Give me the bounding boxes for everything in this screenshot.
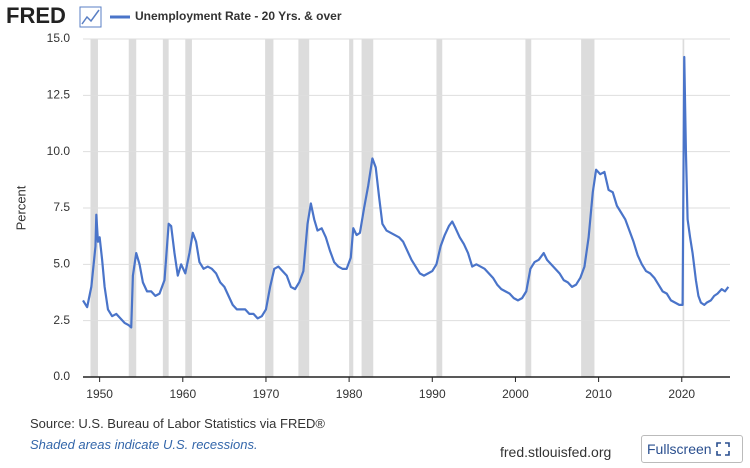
y-tick-label: 10.0 <box>47 144 71 158</box>
y-tick-label: 5.0 <box>53 257 70 271</box>
fullscreen-label: Fullscreen <box>647 441 712 457</box>
fullscreen-icon <box>715 442 730 456</box>
chart: FRED Unemployment Rate - 20 Yrs. & over … <box>6 3 730 401</box>
y-tick-label: 7.5 <box>53 200 70 214</box>
y-tick-label: 15.0 <box>47 31 71 45</box>
x-tick-label: 1960 <box>169 387 196 401</box>
y-axis-label: Percent <box>13 185 28 230</box>
x-tick-label: 2010 <box>585 387 612 401</box>
x-tick-label: 1980 <box>336 387 363 401</box>
x-tick-label: 2020 <box>668 387 695 401</box>
logo: FRED <box>6 3 66 28</box>
series-line <box>82 55 730 329</box>
site-url: fred.stlouisfed.org <box>500 444 612 460</box>
logo-icon <box>79 6 102 28</box>
fullscreen-button[interactable]: Fullscreen <box>641 435 743 463</box>
y-tick-label: 2.5 <box>53 313 70 327</box>
y-tick-label: 12.5 <box>47 88 71 102</box>
x-tick-label: 2000 <box>502 387 529 401</box>
legend-label: Unemployment Rate - 20 Yrs. & over <box>135 9 342 23</box>
source: Source: U.S. Bureau of Labor Statistics … <box>30 416 325 431</box>
recession-note: Shaded areas indicate U.S. recessions. <box>30 437 258 452</box>
x-tick-label: 1990 <box>419 387 446 401</box>
x-tick-label: 1950 <box>86 387 113 401</box>
y-tick-label: 0.0 <box>53 369 70 383</box>
x-tick-label: 1970 <box>253 387 280 401</box>
